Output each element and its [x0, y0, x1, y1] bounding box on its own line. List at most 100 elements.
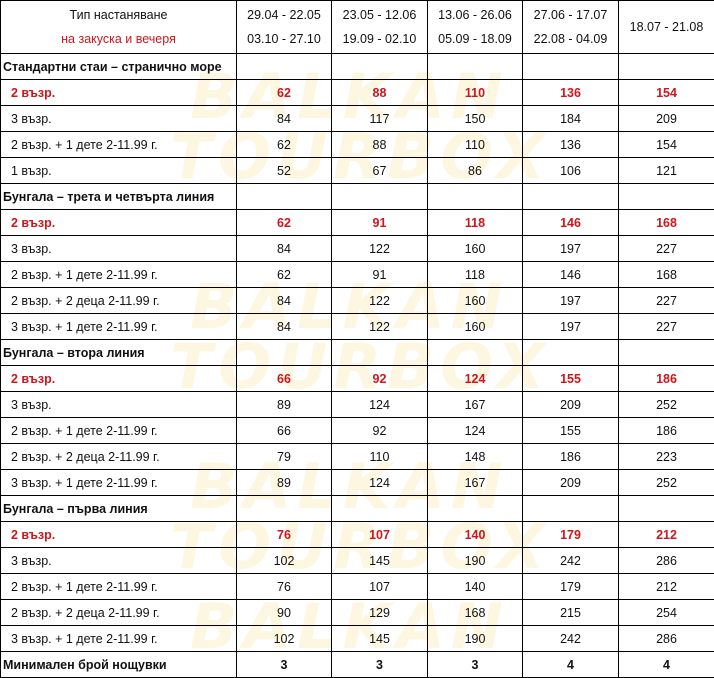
- price-cell: 110: [428, 80, 523, 106]
- price-cell: 88: [332, 80, 428, 106]
- price-cell: 167: [428, 392, 523, 418]
- price-cell: 252: [619, 392, 714, 418]
- price-cell: 209: [523, 392, 619, 418]
- occupancy-label: 2 възр. + 2 деца 2-11.99 г.: [1, 288, 237, 314]
- price-cell: 209: [523, 470, 619, 496]
- price-cell: 184: [523, 106, 619, 132]
- price-cell: 179: [523, 522, 619, 548]
- empty-cell: [523, 54, 619, 80]
- price-cell: 286: [619, 548, 714, 574]
- empty-cell: [237, 496, 332, 522]
- price-cell: 102: [237, 548, 332, 574]
- period-range: 05.09 - 18.09: [428, 27, 522, 51]
- price-cell: 286: [619, 626, 714, 652]
- occupancy-label: 3 възр. + 1 дете 2-11.99 г.: [1, 470, 237, 496]
- price-cell: 190: [428, 548, 523, 574]
- period-range: 19.09 - 02.10: [332, 27, 427, 51]
- price-cell: 62: [237, 132, 332, 158]
- empty-cell: [332, 54, 428, 80]
- price-cell: 145: [332, 626, 428, 652]
- price-cell: 76: [237, 522, 332, 548]
- price-cell: 215: [523, 600, 619, 626]
- section-row: Бунгала – втора линия: [1, 340, 714, 366]
- price-cell: 223: [619, 444, 714, 470]
- price-cell: 154: [619, 80, 714, 106]
- occupancy-label: 2 възр. + 1 дете 2-11.99 г.: [1, 132, 237, 158]
- period-range: 29.04 - 22.05: [237, 3, 331, 27]
- occupancy-label: 3 възр.: [1, 106, 237, 132]
- occupancy-label: 3 възр.: [1, 236, 237, 262]
- price-cell: 84: [237, 314, 332, 340]
- price-cell: 118: [428, 262, 523, 288]
- price-cell: 122: [332, 314, 428, 340]
- price-cell: 66: [237, 418, 332, 444]
- period-range: 22.08 - 04.09: [523, 27, 618, 51]
- price-cell: 124: [428, 366, 523, 392]
- price-cell: 179: [523, 574, 619, 600]
- price-cell: 84: [237, 236, 332, 262]
- period-range: 27.06 - 17.07: [523, 3, 618, 27]
- price-cell: 91: [332, 210, 428, 236]
- header-row: Тип настаняване на закуска и вечеря 29.0…: [1, 1, 714, 54]
- empty-cell: [332, 340, 428, 366]
- occupancy-label: 2 възр.: [1, 366, 237, 392]
- price-cell: 79: [237, 444, 332, 470]
- section-title: Бунгала – трета и четвърта линия: [1, 184, 237, 210]
- price-cell: 160: [428, 236, 523, 262]
- section-row: Бунгала – трета и четвърта линия: [1, 184, 714, 210]
- price-cell: 107: [332, 574, 428, 600]
- price-cell: 197: [523, 314, 619, 340]
- price-cell: 102: [237, 626, 332, 652]
- price-cell: 118: [428, 210, 523, 236]
- price-cell: 254: [619, 600, 714, 626]
- price-cell: 62: [237, 262, 332, 288]
- empty-cell: [332, 184, 428, 210]
- period-range: 13.06 - 26.06: [428, 3, 522, 27]
- price-cell: 121: [619, 158, 714, 184]
- empty-cell: [237, 340, 332, 366]
- price-cell: 168: [428, 600, 523, 626]
- price-cell: 160: [428, 314, 523, 340]
- occupancy-label: 3 възр. + 1 дете 2-11.99 г.: [1, 626, 237, 652]
- price-cell: 160: [428, 288, 523, 314]
- price-cell: 129: [332, 600, 428, 626]
- price-cell: 106: [523, 158, 619, 184]
- price-cell: 140: [428, 522, 523, 548]
- period-header: 18.07 - 21.08: [619, 1, 714, 54]
- price-cell: 110: [332, 444, 428, 470]
- occupancy-label: 3 възр.: [1, 548, 237, 574]
- min-nights-cell: 4: [523, 652, 619, 678]
- price-cell: 227: [619, 236, 714, 262]
- empty-cell: [523, 184, 619, 210]
- price-cell: 252: [619, 470, 714, 496]
- price-cell: 52: [237, 158, 332, 184]
- price-cell: 148: [428, 444, 523, 470]
- empty-cell: [237, 184, 332, 210]
- price-cell: 140: [428, 574, 523, 600]
- occupancy-label: 2 възр. + 1 дете 2-11.99 г.: [1, 418, 237, 444]
- price-cell: 227: [619, 314, 714, 340]
- min-nights-cell: 3: [332, 652, 428, 678]
- price-cell: 124: [428, 418, 523, 444]
- period-range: 03.10 - 27.10: [237, 27, 331, 51]
- min-nights-cell: 3: [237, 652, 332, 678]
- price-cell: 167: [428, 470, 523, 496]
- price-cell: 212: [619, 522, 714, 548]
- empty-cell: [428, 340, 523, 366]
- empty-cell: [523, 496, 619, 522]
